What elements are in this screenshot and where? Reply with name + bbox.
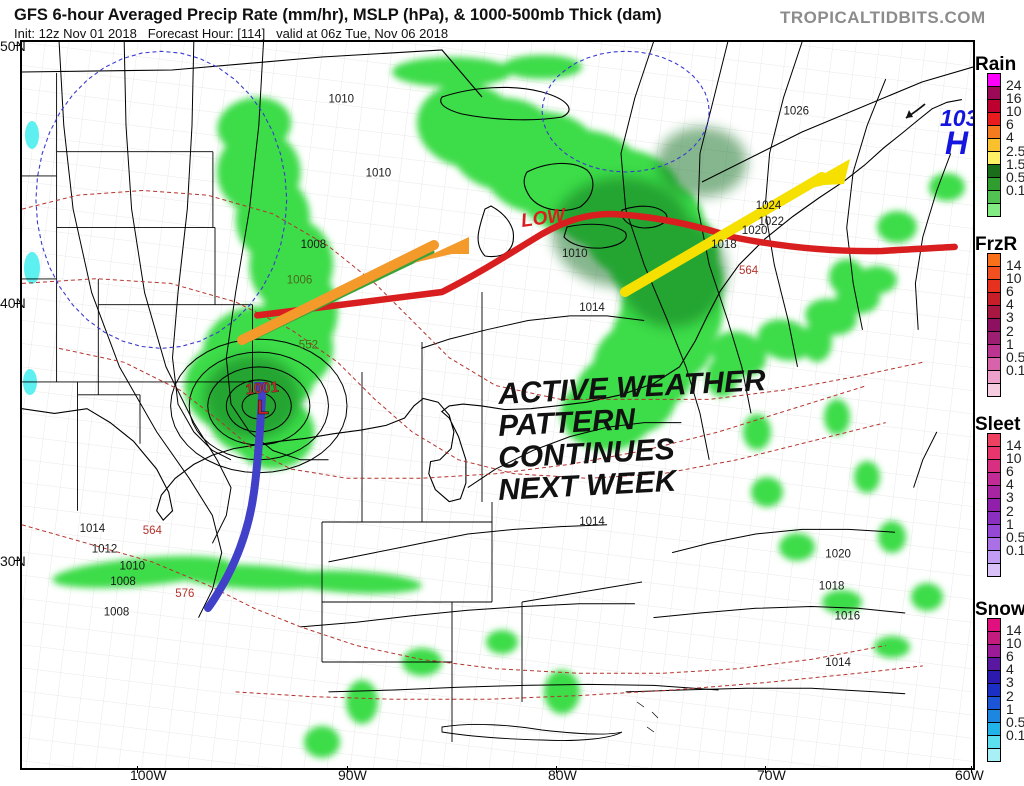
svg-text:1020: 1020	[742, 225, 768, 237]
svg-text:552: 552	[299, 339, 318, 351]
svg-text:1018: 1018	[711, 239, 737, 251]
svg-text:1010: 1010	[120, 560, 146, 572]
svg-text:1008: 1008	[104, 607, 130, 619]
svg-text:1014: 1014	[825, 657, 851, 669]
svg-text:1010: 1010	[366, 168, 392, 180]
svg-text:1008: 1008	[301, 239, 327, 251]
svg-text:H: H	[945, 125, 969, 161]
svg-text:564: 564	[143, 525, 163, 537]
svg-text:1001: 1001	[245, 379, 280, 399]
svg-text:1014: 1014	[80, 523, 106, 535]
svg-text:576: 576	[175, 588, 194, 600]
svg-text:1024: 1024	[756, 200, 782, 212]
svg-text:1014: 1014	[579, 302, 605, 314]
svg-text:1018: 1018	[819, 581, 845, 593]
svg-text:564: 564	[739, 265, 759, 277]
svg-text:1016: 1016	[835, 611, 861, 623]
svg-text:1010: 1010	[562, 248, 588, 260]
svg-text:1012: 1012	[92, 544, 118, 556]
svg-text:1008: 1008	[110, 576, 136, 588]
svg-text:L: L	[257, 397, 269, 419]
svg-text:1014: 1014	[579, 516, 605, 528]
svg-text:1010: 1010	[329, 93, 355, 105]
svg-text:1020: 1020	[825, 548, 851, 560]
svg-text:1006: 1006	[287, 274, 313, 286]
svg-text:1026: 1026	[784, 105, 810, 117]
